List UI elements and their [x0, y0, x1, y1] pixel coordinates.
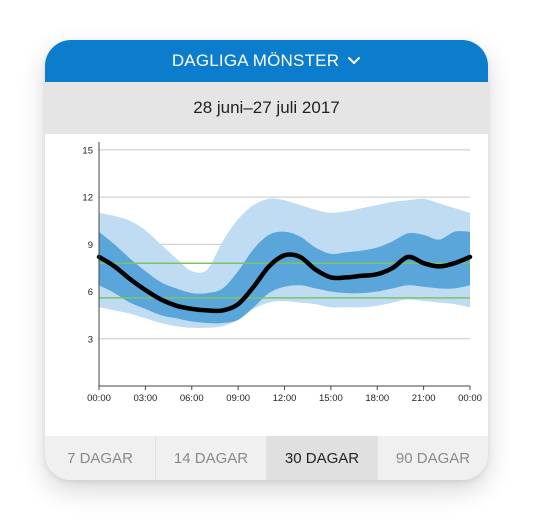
x-tick-label: 00:00 — [458, 393, 482, 404]
x-tick-label: 06:00 — [180, 393, 204, 404]
x-tick-label: 12:00 — [273, 393, 297, 404]
report-title: DAGLIGA MÖNSTER — [171, 51, 340, 70]
daily-pattern-chart: 3 6 9 12 15 00:00 03:00 06:00 09:00 12:00 15:00 18… — [45, 134, 488, 436]
report-selector-dropdown[interactable]: DAGLIGA MÖNSTER — [45, 40, 488, 82]
x-tick-label: 21:00 — [412, 393, 436, 404]
y-tick-labels: 3 6 9 12 15 — [82, 145, 93, 345]
y-tick-label: 9 — [88, 240, 93, 251]
median-line — [96, 252, 473, 314]
glucose-chart-svg: 3 6 9 12 15 00:00 03:00 06:00 09:00 12:00 15:00 18… — [82, 142, 482, 404]
y-tick-label: 6 — [88, 287, 93, 298]
tab-period-1[interactable]: 14 DAGAR — [156, 436, 267, 480]
x-tick-label: 18:00 — [365, 393, 389, 404]
period-tabs: 7 DAGAR 14 DAGAR 30 DAGAR 90 DAGAR — [45, 436, 488, 480]
chevron-down-icon — [347, 56, 361, 66]
tab-period-3[interactable]: 90 DAGAR — [395, 449, 471, 467]
median-line-group — [96, 252, 473, 314]
y-tick-label: 15 — [82, 145, 93, 156]
daily-patterns-card: DAGLIGA MÖNSTER 28 juni–27 juli 2017 3 6 9… — [45, 40, 488, 480]
x-tick-label: 03:00 — [133, 393, 157, 404]
x-tick-label: 00:00 — [87, 393, 111, 404]
date-range-label: 28 juni–27 juli 2017 — [193, 98, 340, 117]
x-tick-label: 15:00 — [319, 393, 343, 404]
tab-period-2[interactable]: 30 DAGAR — [267, 436, 378, 480]
x-tick-label: 09:00 — [226, 393, 250, 404]
inner-percentile-band — [99, 231, 470, 324]
x-tick-labels: 00:00 03:00 06:00 09:00 12:00 15:00 18:00 21:00… — [87, 386, 482, 404]
date-range-bar: 28 juni–27 juli 2017 — [45, 82, 488, 134]
y-tick-label: 3 — [88, 334, 93, 345]
tab-period-0[interactable]: 7 DAGAR — [45, 436, 156, 480]
y-tick-label: 12 — [82, 193, 93, 204]
